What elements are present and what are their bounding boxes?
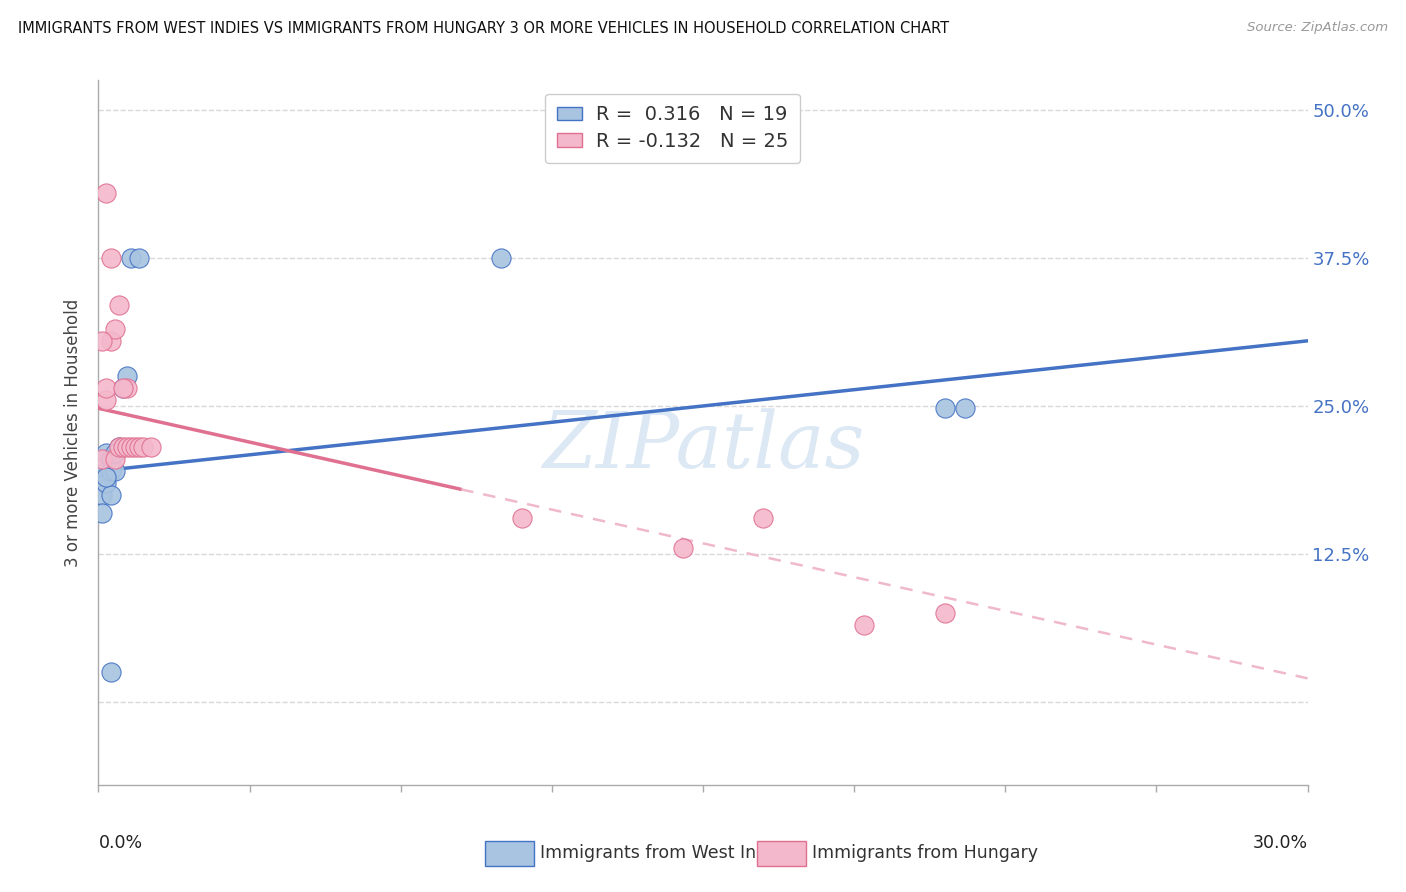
Point (953, 401, 976, 416)
Text: ZIPatlas: ZIPatlas (541, 409, 865, 485)
Point (100, 464, 122, 478)
Text: IMMIGRANTS FROM WEST INDIES VS IMMIGRANTS FROM HUNGARY 3 OR MORE VEHICLES IN HOU: IMMIGRANTS FROM WEST INDIES VS IMMIGRANT… (18, 21, 949, 37)
Point (111, 441, 134, 455)
Point (491, 251, 513, 265)
Y-axis label: 3 or more Vehicles in Household: 3 or more Vehicles in Household (65, 299, 83, 566)
Point (103, 322, 125, 336)
Point (96, 464, 118, 478)
Text: Immigrants from Hungary: Immigrants from Hungary (811, 845, 1038, 863)
Point (100, 665, 122, 680)
Point (115, 381, 138, 395)
Text: Source: ZipAtlas.com: Source: ZipAtlas.com (1247, 21, 1388, 35)
Point (510, 511, 533, 525)
Point (96, 186, 118, 200)
Point (120, 441, 142, 455)
Point (934, 606, 956, 620)
Point (107, 441, 129, 455)
Point (111, 381, 134, 395)
Text: 0.0%: 0.0% (98, 834, 142, 852)
Point (100, 452, 122, 467)
Point (91, 334, 114, 348)
Point (103, 464, 125, 478)
Point (96, 381, 118, 395)
Point (111, 381, 134, 395)
Point (96, 470, 118, 484)
Point (91, 488, 114, 502)
Text: Immigrants from West Indies: Immigrants from West Indies (540, 845, 792, 863)
Point (132, 441, 155, 455)
Point (853, 618, 876, 632)
Point (128, 251, 150, 265)
Point (96, 446, 118, 460)
Bar (485, 841, 534, 866)
Point (752, 511, 775, 525)
Point (100, 251, 122, 265)
Point (100, 488, 122, 502)
Point (115, 441, 138, 455)
Point (672, 541, 695, 555)
Point (139, 441, 162, 455)
Point (934, 401, 956, 416)
Point (91, 452, 114, 467)
Legend: R =  0.316   N = 19, R = -0.132   N = 25: R = 0.316 N = 19, R = -0.132 N = 25 (546, 94, 800, 162)
Point (124, 441, 146, 455)
Point (100, 334, 122, 348)
Point (128, 441, 150, 455)
Point (115, 369, 138, 384)
Point (103, 446, 125, 460)
Point (103, 452, 125, 467)
Point (120, 251, 142, 265)
Bar (758, 841, 806, 866)
Point (96, 392, 118, 407)
Text: 30.0%: 30.0% (1253, 834, 1308, 852)
Point (91, 506, 114, 520)
Point (96, 475, 118, 490)
Point (107, 441, 129, 455)
Point (107, 298, 129, 312)
